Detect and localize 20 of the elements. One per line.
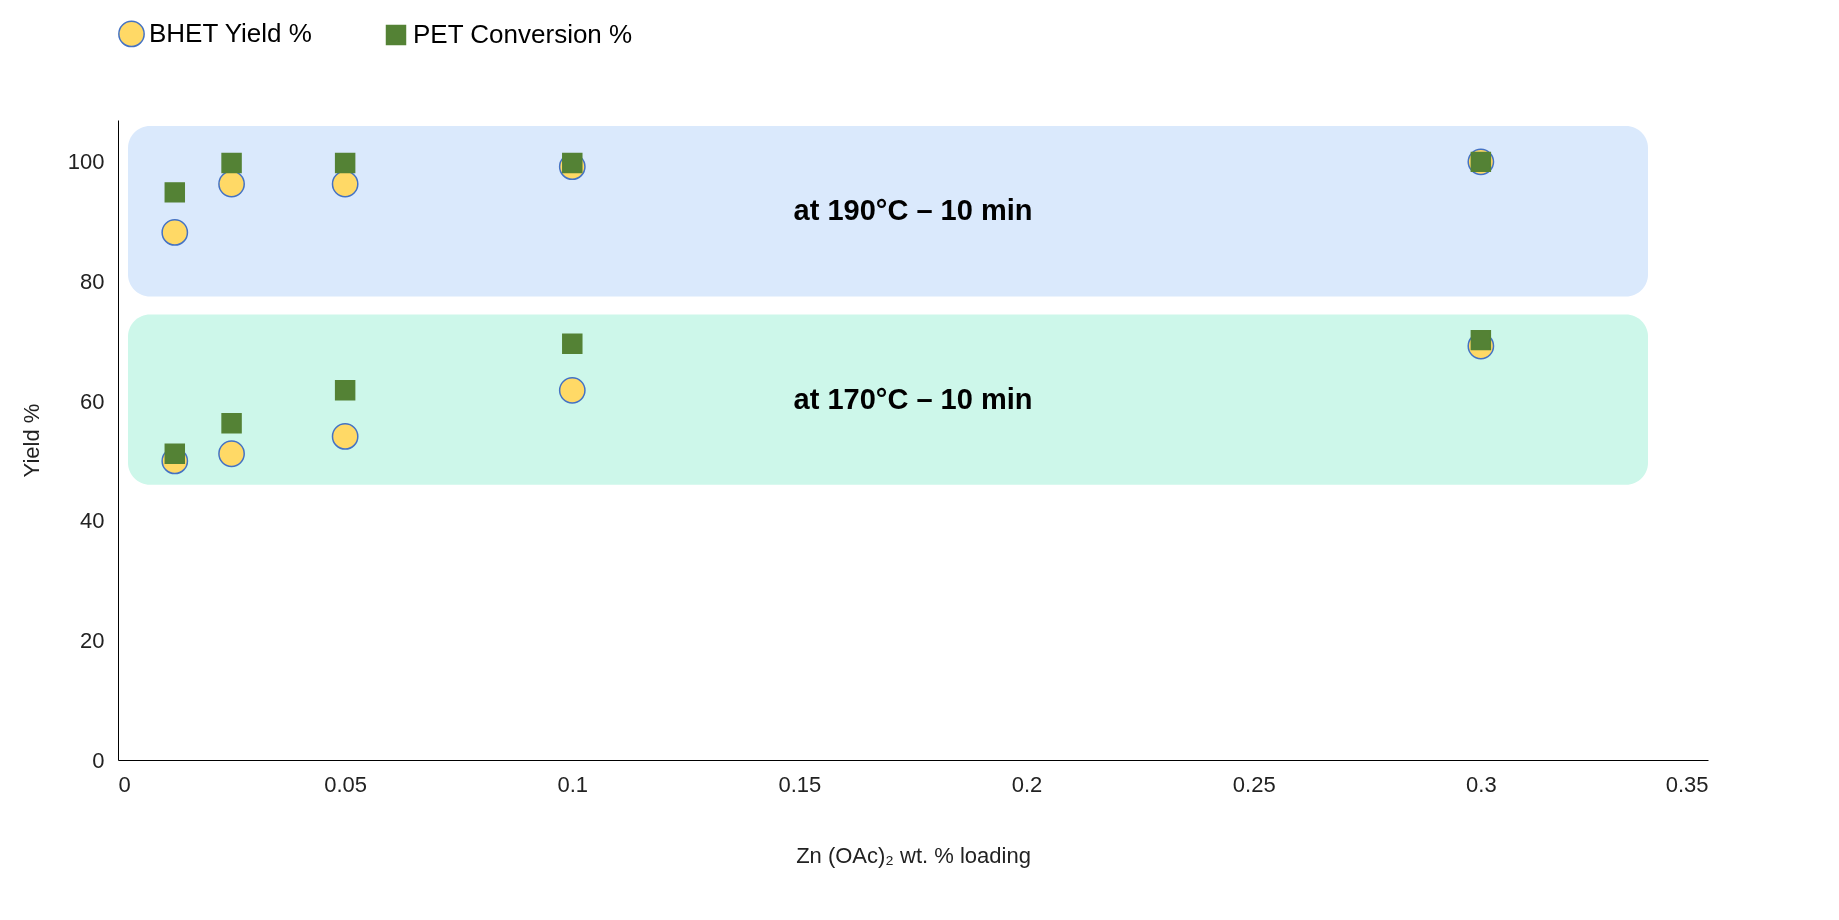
y-tick-label: 100 bbox=[67, 149, 105, 175]
legend-label: BHET Yield % bbox=[149, 17, 312, 48]
y-tick-label: 40 bbox=[80, 508, 105, 534]
x-tick-label: 0.2 bbox=[1011, 771, 1043, 797]
x-tick-label: 0.15 bbox=[778, 771, 822, 797]
x-tick-label: 0.3 bbox=[1466, 771, 1497, 797]
band-label: at 170°C – 10 min bbox=[793, 382, 1033, 415]
y-tick-label: 20 bbox=[80, 627, 105, 653]
y-tick-label: 80 bbox=[80, 269, 105, 294]
x-tick-label: 0 bbox=[118, 771, 131, 797]
x-tick-label: 0.25 bbox=[1232, 771, 1276, 797]
band-label: at 190°C – 10 min bbox=[793, 194, 1033, 227]
x-tick-label: 0.05 bbox=[324, 771, 368, 797]
y-tick-label: 0 bbox=[92, 747, 105, 773]
legend-label: PET Conversion % bbox=[413, 19, 633, 49]
x-tick-label: 0.35 bbox=[1665, 771, 1709, 797]
x-tick-label: 0.1 bbox=[557, 771, 589, 797]
y-axis-title: Yield % bbox=[18, 403, 44, 478]
x-axis-title: Zn (OAc)₂ wt. % loading bbox=[796, 842, 1031, 868]
y-tick-label: 60 bbox=[80, 388, 105, 414]
